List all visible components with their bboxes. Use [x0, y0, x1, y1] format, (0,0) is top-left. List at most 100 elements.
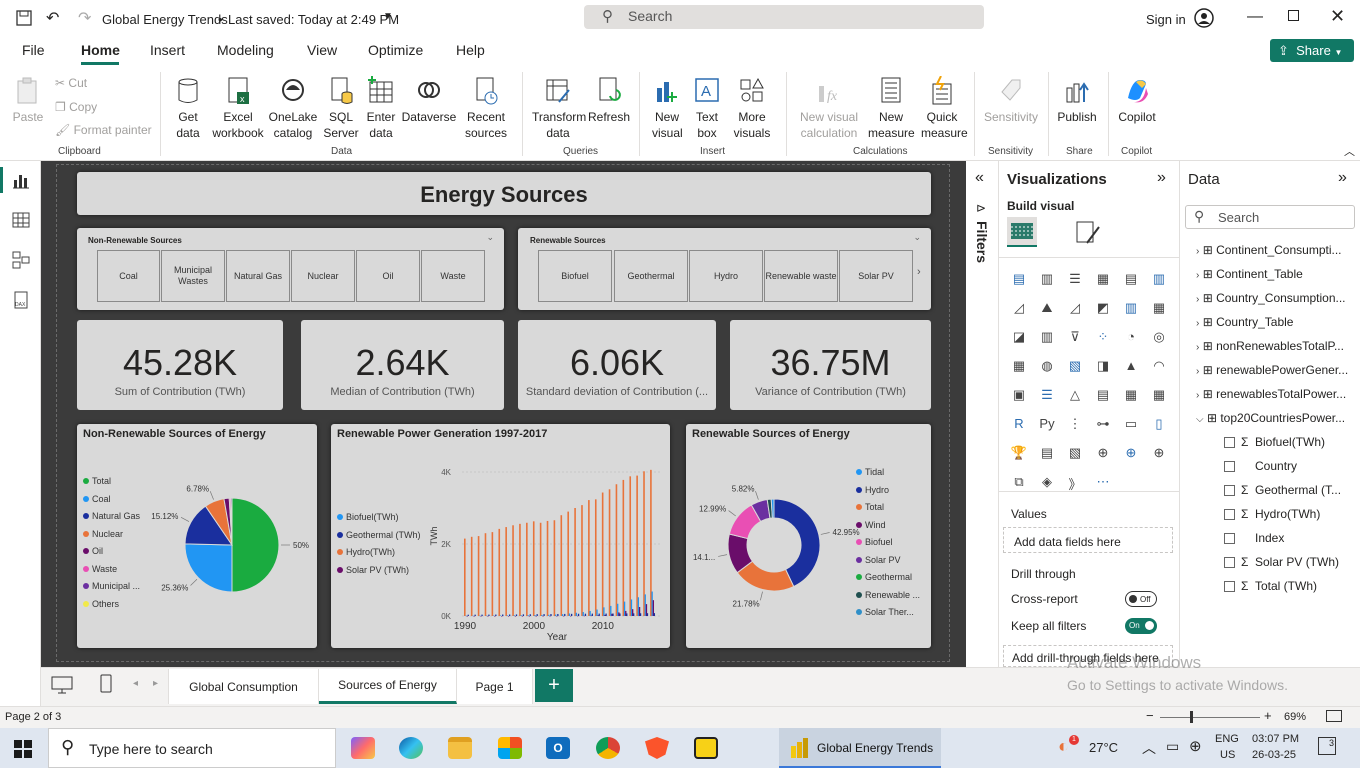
slicer-item-biofuel[interactable]: Biofuel [538, 250, 612, 302]
bar[interactable] [526, 522, 528, 616]
bar[interactable] [491, 532, 494, 616]
quick-measure-button[interactable]: Quick measure [918, 76, 968, 141]
cut-button[interactable]: ✂ Cut [55, 75, 87, 91]
bar[interactable] [589, 610, 591, 616]
visual-type-icon[interactable]: Py [1039, 416, 1055, 431]
pie-slice[interactable] [773, 498, 821, 588]
add-data-dropzone[interactable]: Add data fields here [1003, 527, 1173, 553]
bar[interactable] [515, 614, 518, 616]
chevron-right-icon[interactable]: › [1196, 246, 1200, 257]
bar[interactable] [615, 484, 618, 616]
bar[interactable] [644, 594, 646, 616]
visual-type-icon[interactable]: ▤ [1040, 445, 1054, 460]
legend-item[interactable]: Solar Ther... [856, 607, 920, 625]
renewable-bar-chart[interactable]: 0K 2K 4K TWh 1990 2000 2010 Year [331, 424, 670, 648]
model-view-icon[interactable] [12, 251, 30, 269]
prev-page-icon[interactable]: ◂ [133, 678, 139, 689]
visual-type-icon[interactable]: 》 [1068, 477, 1082, 492]
visual-type-icon[interactable]: ▦ [1124, 387, 1138, 402]
slicer-item-natural-gas[interactable]: Natural Gas [226, 250, 290, 302]
data-table-item[interactable]: › ⊞ Country_Table [1196, 315, 1293, 329]
tab-help[interactable]: Help [456, 42, 485, 58]
data-field-item[interactable]: Index [1224, 531, 1284, 545]
bar[interactable] [570, 613, 573, 616]
bar[interactable] [487, 616, 489, 617]
visual-type-icon[interactable]: ▦ [1152, 387, 1166, 402]
renewable-donut-card[interactable]: Renewable Sources of Energy Tidal Hydro To… [686, 424, 931, 648]
chevron-down-icon[interactable]: ⌄ [486, 232, 494, 242]
bar[interactable] [539, 522, 542, 616]
visual-type-icon[interactable]: ⁘ [1097, 329, 1109, 344]
chevron-right-icon[interactable]: › [1196, 318, 1200, 329]
slicer-item-municipal-wastes[interactable]: Municipal Wastes [161, 250, 225, 302]
bar[interactable] [591, 613, 593, 616]
visual-type-icon[interactable]: ▦ [1152, 300, 1166, 315]
network-icon[interactable]: ▭ [1166, 738, 1180, 754]
kpi-card-variance[interactable]: 36.75M Variance of Contribution (TWh) [730, 320, 931, 410]
collapse-ribbon-icon[interactable]: ︿ [1344, 146, 1355, 158]
close-icon[interactable]: ✕ [1330, 6, 1346, 26]
copy-button[interactable]: ❐ Copy [55, 99, 97, 115]
bar[interactable] [557, 613, 559, 616]
dataverse-button[interactable]: Dataverse [401, 76, 457, 125]
new-visual-calculation-button[interactable]: fx New visual calculation [796, 76, 862, 141]
bar[interactable] [488, 614, 490, 616]
bar[interactable] [519, 523, 521, 616]
visual-type-icon[interactable]: ▤ [1124, 271, 1138, 286]
bar[interactable] [632, 609, 634, 616]
tab-home[interactable]: Home [81, 42, 120, 58]
bar[interactable] [611, 613, 613, 616]
bar[interactable] [617, 603, 619, 616]
lang-line2[interactable]: US [1220, 749, 1236, 761]
legend-item[interactable]: Biofuel [856, 537, 920, 555]
search-bar[interactable]: ⚲ Search [584, 5, 984, 29]
bar[interactable] [472, 615, 474, 617]
bar[interactable] [596, 609, 598, 616]
bar[interactable] [564, 613, 566, 616]
bar[interactable] [550, 614, 552, 616]
mobile-layout-icon[interactable] [99, 674, 113, 694]
bar[interactable] [638, 607, 641, 616]
bar[interactable] [484, 533, 487, 616]
field-checkbox[interactable] [1224, 581, 1235, 593]
kpi-card-median[interactable]: 2.64K Median of Contribution (TWh) [301, 320, 504, 410]
legend-item[interactable]: Geothermal (TWh) [337, 530, 421, 548]
renewable-slicer[interactable]: Renewable Sources ⌄ Biofuel Geothermal H… [518, 228, 931, 310]
bar[interactable] [608, 489, 611, 616]
pie-slice[interactable] [184, 543, 233, 593]
visual-type-icon[interactable]: ⧉ [1014, 474, 1024, 489]
bar[interactable] [581, 505, 583, 616]
bar[interactable] [567, 511, 569, 616]
visual-type-icon[interactable]: ⊕ [1097, 445, 1109, 460]
transform-data-button[interactable]: Transform data [530, 76, 586, 141]
tab-modeling[interactable]: Modeling [217, 42, 274, 58]
bar[interactable] [633, 613, 635, 616]
recent-sources-button[interactable]: Recent sources [460, 76, 512, 141]
excel-workbook-button[interactable]: x Excel workbook [210, 76, 266, 141]
visual-type-icon[interactable]: ▥ [1040, 329, 1054, 344]
legend-item[interactable]: Solar PV (TWh) [337, 565, 421, 583]
dax-query-icon[interactable]: DAX [12, 291, 30, 309]
visual-type-icon[interactable]: △ [1070, 387, 1080, 402]
onelake-catalog-button[interactable]: OneLake catalog [268, 76, 318, 141]
bar[interactable] [528, 616, 530, 617]
account-icon[interactable] [1194, 8, 1214, 28]
data-search-input[interactable]: ⚲ Search [1185, 205, 1355, 229]
more-visuals-button[interactable]: More visuals [728, 76, 776, 141]
legend-item[interactable]: Wind [856, 520, 920, 538]
bar[interactable] [543, 614, 545, 616]
bar[interactable] [610, 605, 612, 616]
minimize-icon[interactable]: — [1247, 8, 1263, 25]
bar[interactable] [495, 614, 497, 616]
visual-type-icon[interactable]: ▲ [1124, 358, 1138, 373]
bar[interactable] [588, 500, 590, 616]
visual-type-icon[interactable]: ▥ [1040, 271, 1054, 286]
chevron-right-icon[interactable]: › [1196, 366, 1200, 377]
visual-type-icon[interactable]: ▣ [1012, 387, 1026, 402]
bar[interactable] [532, 521, 535, 616]
bar[interactable] [498, 528, 501, 616]
bar[interactable] [623, 601, 626, 616]
undo-icon[interactable]: ↶ [46, 10, 60, 27]
nonrenewable-pie-card[interactable]: Non-Renewable Sources of Energy Total Coa… [77, 424, 317, 648]
bar[interactable] [466, 616, 468, 617]
